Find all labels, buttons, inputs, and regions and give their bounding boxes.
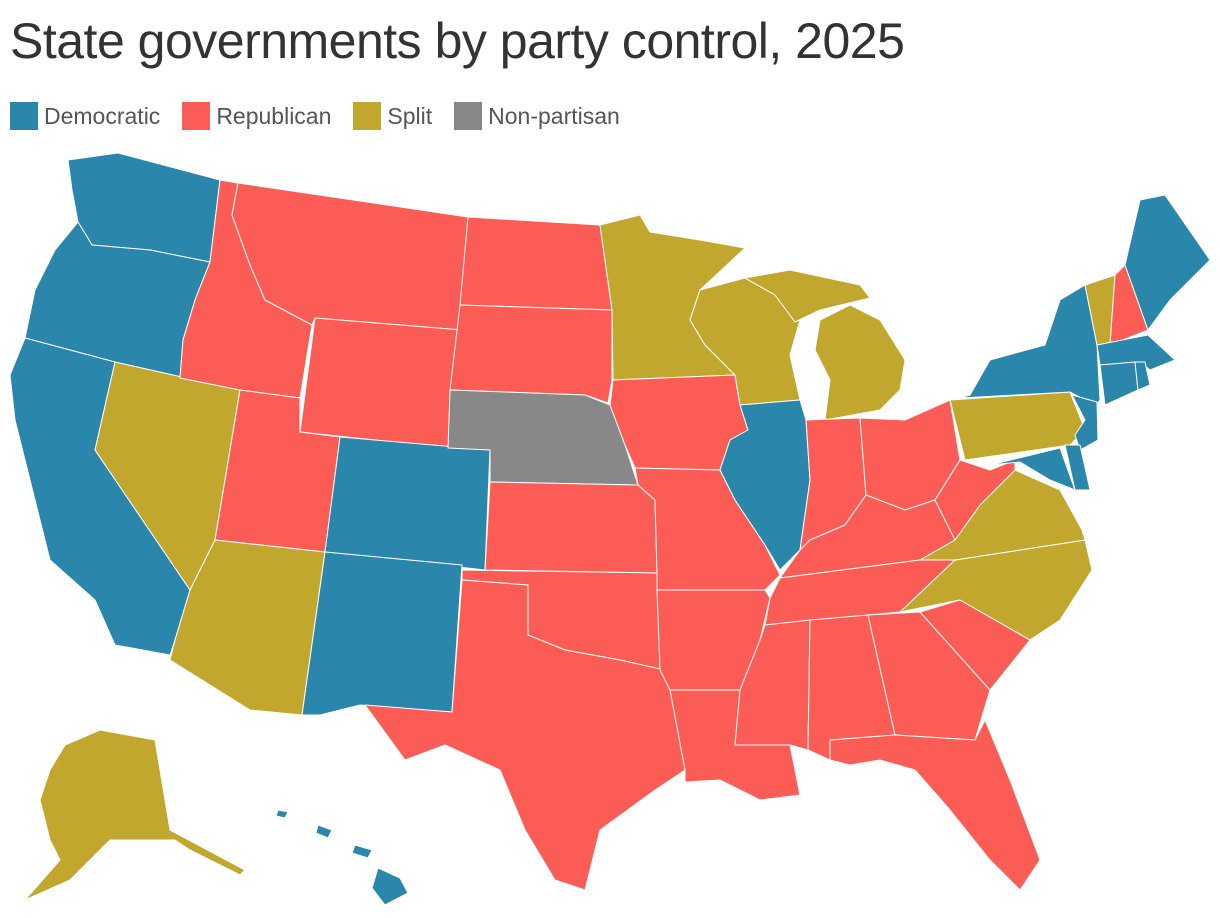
state — [459, 216, 613, 311]
legend-item: Republican — [182, 102, 331, 130]
legend-label: Democratic — [44, 102, 161, 129]
state — [899, 539, 1093, 641]
state — [449, 304, 613, 404]
state — [484, 481, 658, 574]
state — [1064, 444, 1091, 491]
state — [989, 447, 1076, 491]
legend-label: Republican — [216, 102, 332, 129]
state — [867, 611, 991, 741]
state — [301, 551, 463, 716]
state — [829, 719, 1041, 891]
legend-item: Democratic — [10, 102, 160, 130]
legend-swatch — [10, 102, 38, 130]
legend-label: Non-partisan — [488, 102, 620, 129]
legend-swatch — [454, 102, 483, 130]
legend-swatch — [182, 102, 211, 130]
title: State governments by party control, 2025 — [10, 13, 905, 69]
state — [949, 391, 1086, 461]
state — [324, 436, 491, 571]
legend-item: Non-partisan — [454, 102, 620, 130]
state — [24, 729, 246, 901]
legend: Democratic Republican Split Non-partisan — [10, 102, 620, 130]
state — [299, 317, 463, 449]
state — [959, 284, 1101, 421]
legend-swatch — [353, 102, 382, 130]
state — [364, 579, 686, 891]
state — [275, 809, 409, 906]
state — [1124, 194, 1211, 331]
state — [934, 459, 1016, 541]
state — [719, 399, 811, 571]
state — [1099, 361, 1139, 406]
state — [1134, 361, 1151, 391]
state — [744, 269, 906, 421]
legend-item: Split — [353, 102, 432, 130]
legend-label: Split — [387, 102, 433, 129]
